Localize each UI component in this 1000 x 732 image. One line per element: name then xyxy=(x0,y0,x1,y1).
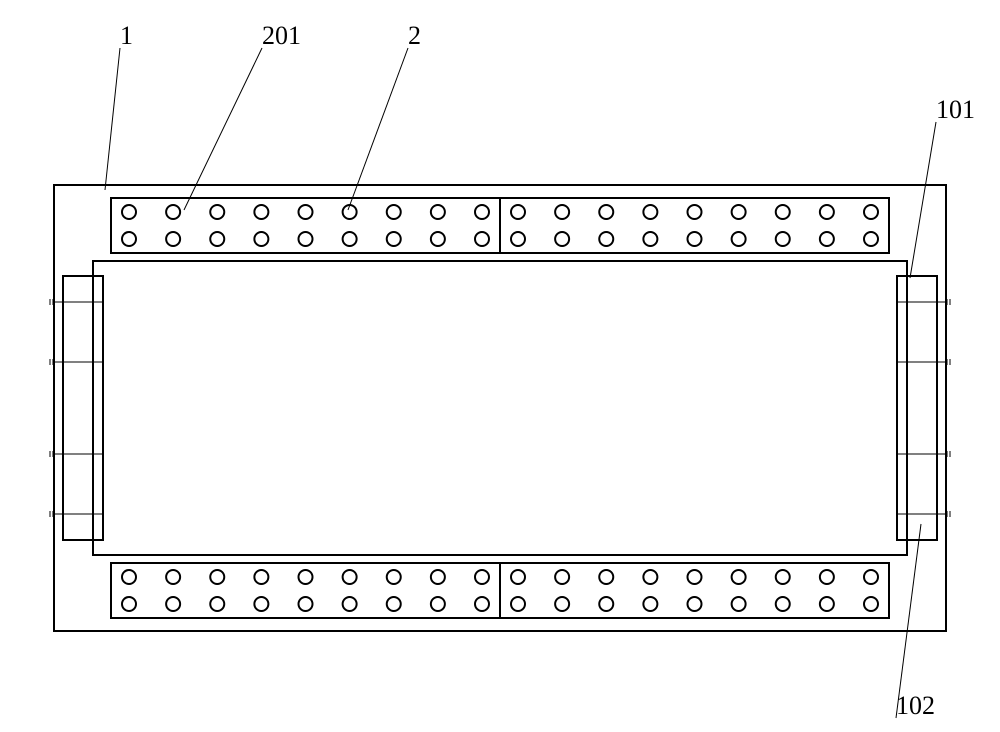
label-text: 102 xyxy=(896,691,935,720)
label-text: 2 xyxy=(408,21,421,50)
diagram-root: 1 201 2 101 102 xyxy=(0,0,1000,732)
label-text: 201 xyxy=(262,21,301,50)
label-text: 1 xyxy=(120,21,133,50)
label-text: 101 xyxy=(936,95,975,124)
background xyxy=(0,0,1000,732)
